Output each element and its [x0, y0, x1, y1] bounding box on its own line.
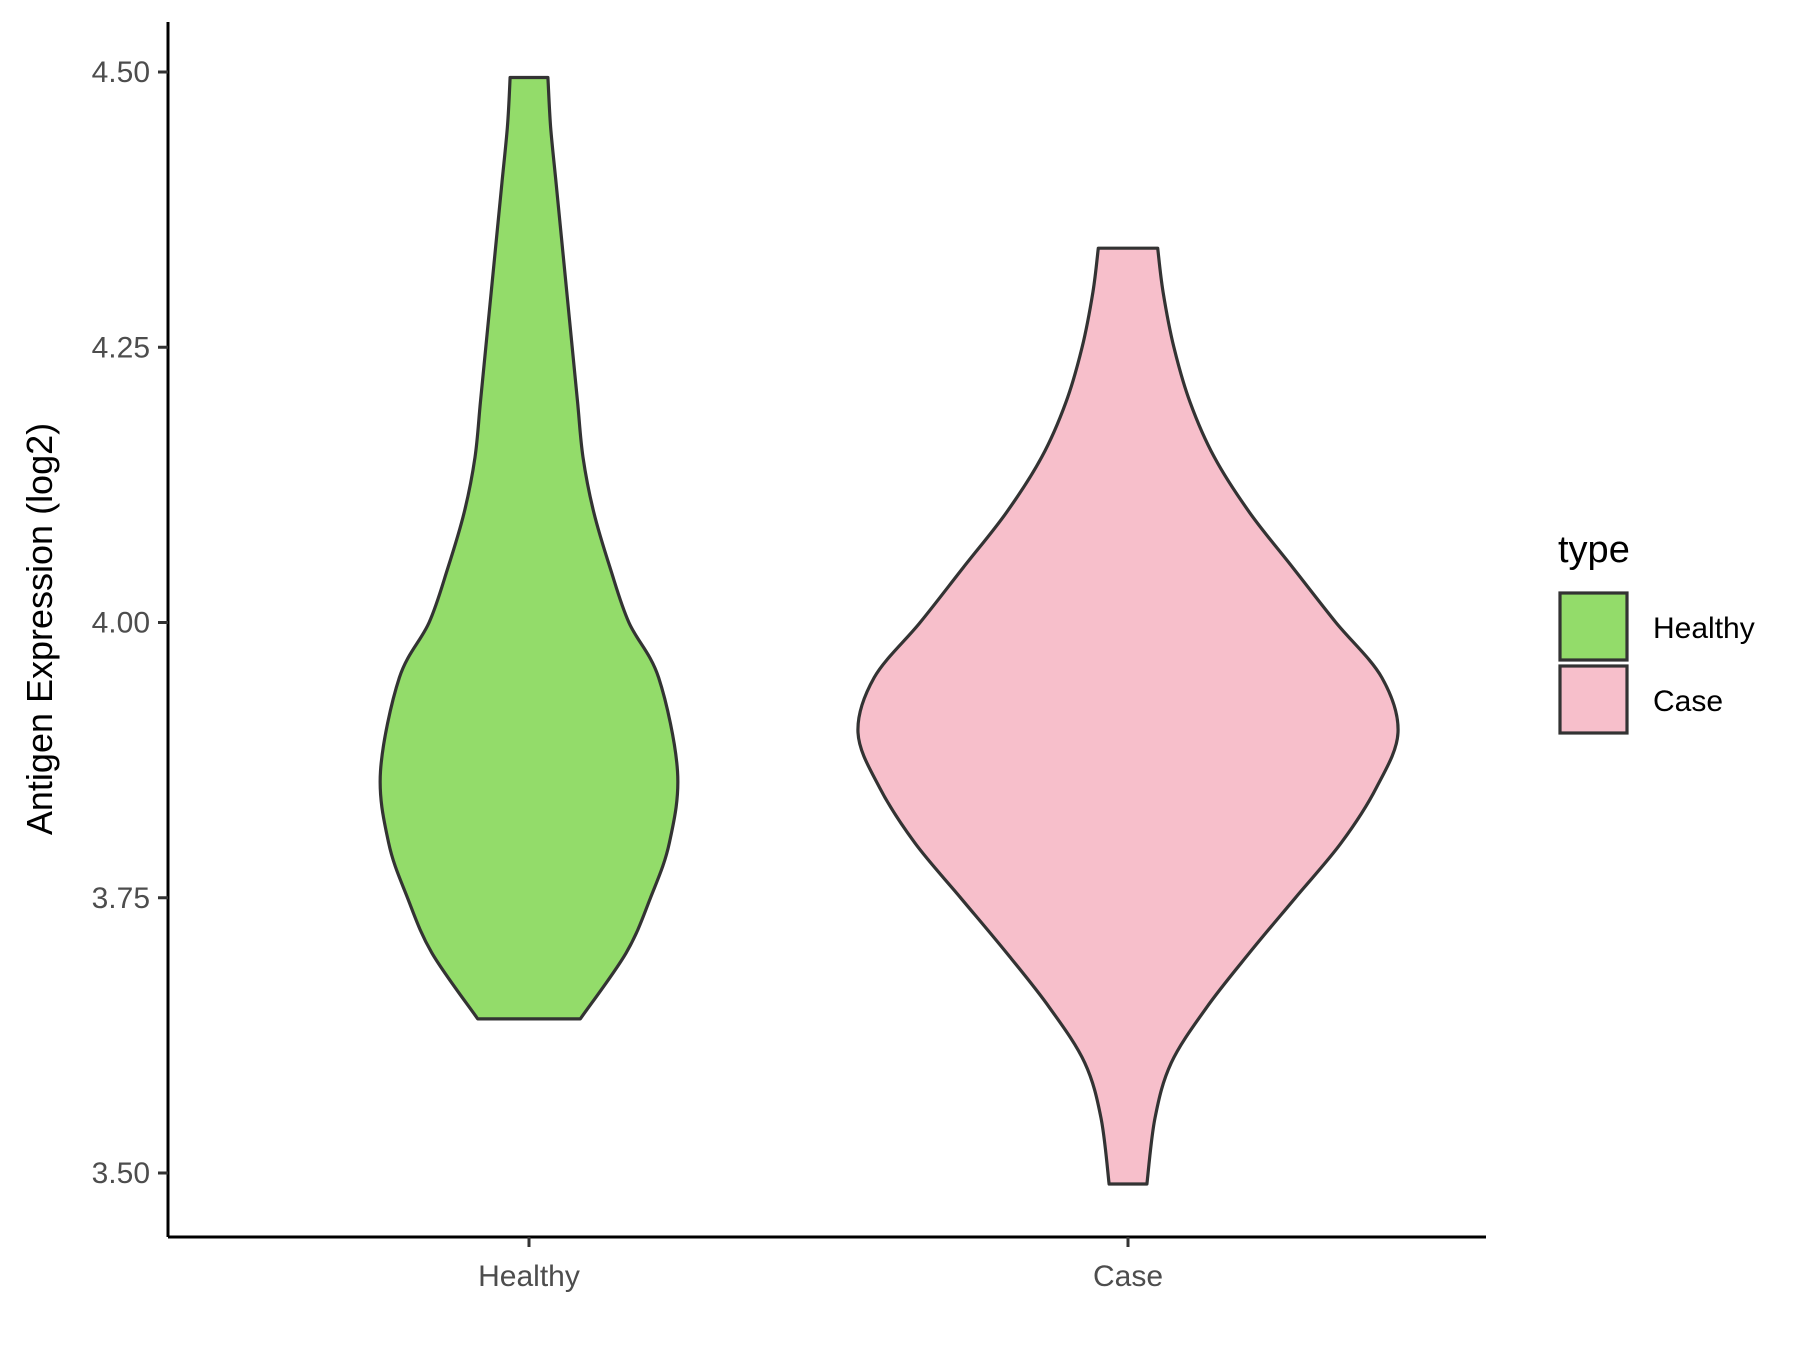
- legend-label-healthy: Healthy: [1653, 612, 1755, 645]
- y-tick-label: 3.75: [92, 882, 150, 915]
- legend-swatch-healthy: [1558, 591, 1629, 662]
- legend-title: type: [1558, 529, 1630, 571]
- plot-area: [378, 75, 1400, 1186]
- y-tick-label: 4.25: [92, 331, 150, 364]
- x-tick-label: Healthy: [478, 1260, 580, 1293]
- y-tick-label: 4.50: [92, 56, 150, 89]
- y-tick-label: 3.50: [92, 1157, 150, 1190]
- violin-case: [856, 246, 1400, 1186]
- y-ticks: 3.50 3.75 4.00 4.25 4.50: [92, 56, 168, 1190]
- y-axis-title: Antigen Expression (log2): [19, 423, 60, 835]
- legend: type Healthy Case: [1558, 529, 1755, 735]
- y-tick-label: 4.00: [92, 607, 150, 640]
- x-ticks: Healthy Case: [478, 1237, 1163, 1293]
- violin-healthy: [378, 75, 680, 1021]
- x-tick-label: Case: [1093, 1260, 1163, 1293]
- axes: [166, 22, 1486, 1239]
- legend-label-case: Case: [1653, 685, 1723, 718]
- legend-swatch-case: [1558, 664, 1629, 735]
